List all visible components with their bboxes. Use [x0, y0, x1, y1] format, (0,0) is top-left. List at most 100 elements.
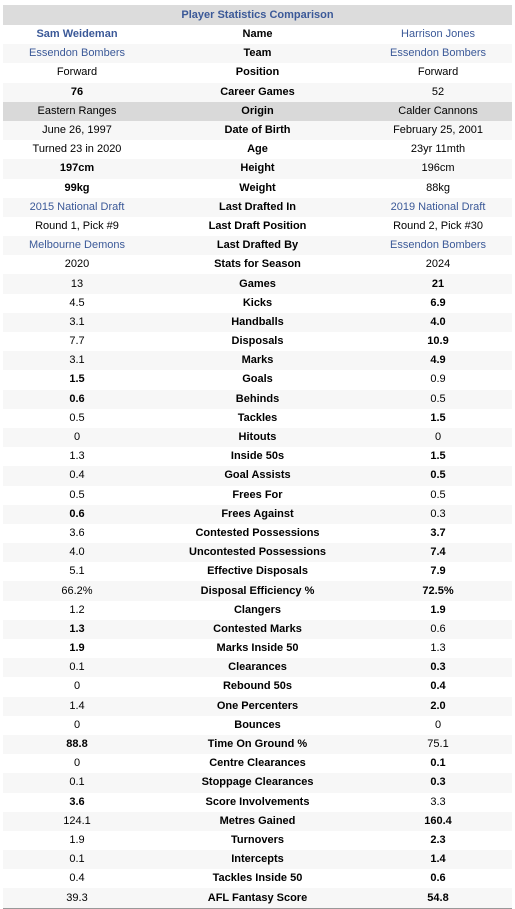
- stat-label: Uncontested Possessions: [151, 543, 364, 563]
- stat-row: 4.0 Uncontested Possessions 7.4: [3, 543, 513, 563]
- left-value[interactable]: Essendon Bombers: [3, 44, 151, 64]
- stat-row: 5.1 Effective Disposals 7.9: [3, 562, 512, 581]
- left-value: 3.1: [3, 351, 151, 371]
- left-value: 2020: [64, 258, 90, 271]
- stat-row: 13 Games 21: [3, 274, 513, 294]
- right-value: 6.9: [430, 296, 446, 309]
- right-value: 75.1: [364, 734, 513, 755]
- stat-label: Last Drafted In: [151, 197, 364, 217]
- right-value: 3.3: [430, 795, 446, 808]
- stat-label: Games: [151, 274, 364, 294]
- stats-table: Player Statistics Comparison Sam Weidema…: [3, 5, 513, 909]
- right-value: 1.3: [430, 642, 446, 655]
- left-value[interactable]: Melbourne Demons: [3, 236, 151, 256]
- right-value: 23yr 11mth: [410, 143, 466, 156]
- right-value: 0.6: [430, 872, 446, 885]
- right-value: 88kg: [426, 181, 450, 194]
- left-value[interactable]: Sam Weideman: [36, 28, 118, 41]
- right-value: 0.6: [364, 619, 513, 639]
- right-value[interactable]: 2019 National Draft: [364, 197, 513, 217]
- stat-label: Stats for Season: [214, 258, 301, 271]
- stat-label: Intercepts: [151, 850, 364, 870]
- stat-row: Forward Position Forward: [3, 63, 512, 82]
- left-value: 0.1: [3, 850, 151, 870]
- left-value: 1.5: [69, 373, 85, 386]
- left-value: 0.1: [3, 773, 151, 793]
- stat-label: Frees For: [232, 488, 283, 501]
- stat-label: Frees Against: [151, 504, 364, 524]
- stat-row: 99kg Weight 88kg: [3, 179, 512, 198]
- right-value: 0.9: [430, 373, 446, 386]
- right-value: 0.3: [364, 504, 513, 524]
- stat-row: 0.1 Stoppage Clearances 0.3: [3, 773, 513, 793]
- stat-row: 3.6 Contested Possessions 3.7: [3, 524, 512, 543]
- stat-label: Age: [247, 143, 268, 156]
- stat-label: Disposal Efficiency %: [151, 581, 364, 601]
- right-value: Calder Cannons: [364, 101, 513, 121]
- left-value: 1.9: [69, 833, 85, 846]
- right-value: 4.9: [364, 351, 513, 371]
- right-value: 1.9: [430, 603, 446, 616]
- left-value: 99kg: [64, 181, 90, 194]
- left-value: 197cm: [3, 159, 151, 179]
- left-value: 39.3: [3, 888, 151, 909]
- stat-row: 1.4 One Percenters 2.0: [3, 696, 513, 716]
- stat-label: Marks: [151, 351, 364, 371]
- right-value: 2.3: [430, 833, 446, 846]
- left-value: 0.1: [3, 658, 151, 678]
- stat-row: 0.4 Tackles Inside 50 0.6: [3, 869, 512, 888]
- stat-label: Last Draft Position: [208, 219, 307, 232]
- right-value: 0.5: [364, 389, 513, 409]
- left-value: June 26, 1997: [3, 120, 151, 141]
- right-value[interactable]: Essendon Bombers: [364, 44, 513, 64]
- left-value: 5.1: [69, 565, 85, 578]
- stat-row: June 26, 1997 Date of Birth February 25, 2…: [3, 120, 513, 141]
- stat-row: 0.1 Intercepts 1.4: [3, 850, 513, 870]
- right-value: 2.0: [364, 696, 513, 716]
- stat-row: 1.5 Goals 0.9: [3, 370, 512, 389]
- right-value: 7.9: [430, 565, 446, 578]
- table-title: Player Statistics Comparison: [3, 5, 513, 25]
- stat-label: Contested Possessions: [195, 526, 320, 539]
- left-value: 3.6: [69, 795, 85, 808]
- stat-row: 0 Rebound 50s 0.4: [3, 677, 512, 696]
- stat-row: 88.8 Time On Ground % 75.1: [3, 734, 513, 755]
- stat-row: 0.6 Frees Against 0.3: [3, 504, 513, 524]
- left-value[interactable]: 2015 National Draft: [3, 197, 151, 217]
- left-value: 1.3: [3, 619, 151, 639]
- left-value: 0.5: [69, 411, 85, 424]
- stat-row: 2020 Stats for Season 2024: [3, 255, 512, 274]
- stat-label: Inside 50s: [230, 450, 285, 463]
- stat-row: Melbourne Demons Last Drafted By Essendon …: [3, 236, 513, 256]
- stat-label: Score Involvements: [205, 795, 310, 808]
- stat-label: AFL Fantasy Score: [151, 888, 364, 909]
- left-value: Forward: [56, 66, 98, 79]
- stat-label: Weight: [239, 181, 276, 194]
- right-value[interactable]: Harrison Jones: [401, 28, 475, 41]
- stat-label: Behinds: [151, 389, 364, 409]
- stat-label: Handballs: [151, 312, 364, 332]
- stat-label: Centre Clearances: [209, 757, 306, 770]
- left-value: 0.4: [69, 872, 85, 885]
- right-value: 0.5: [364, 466, 513, 486]
- right-value: 0: [434, 718, 442, 731]
- left-value: 3.1: [3, 312, 151, 332]
- stat-row: 1.9 Turnovers 2.3: [3, 831, 512, 850]
- left-value: Round 1, Pick #9: [35, 219, 119, 232]
- stat-row: 0.5 Tackles 1.5: [3, 409, 512, 428]
- right-value[interactable]: Essendon Bombers: [364, 236, 513, 256]
- stat-row: 4.5 Kicks 6.9: [3, 294, 512, 313]
- stat-row: 0.5 Frees For 0.5: [3, 486, 512, 505]
- left-value: 88.8: [3, 734, 151, 755]
- left-value: 0: [73, 757, 81, 770]
- right-value: 1.4: [364, 850, 513, 870]
- right-value: 1.5: [430, 450, 446, 463]
- stat-row: 0 Centre Clearances 0.1: [3, 754, 512, 773]
- stat-row: 7.7 Disposals 10.9: [3, 332, 512, 351]
- stat-row: 0.4 Goal Assists 0.5: [3, 466, 513, 486]
- stat-row: 2015 National Draft Last Drafted In 2019 N…: [3, 197, 513, 217]
- stat-label: Hitouts: [151, 427, 364, 448]
- right-value: 0: [364, 427, 513, 448]
- right-value: 2024: [425, 258, 451, 271]
